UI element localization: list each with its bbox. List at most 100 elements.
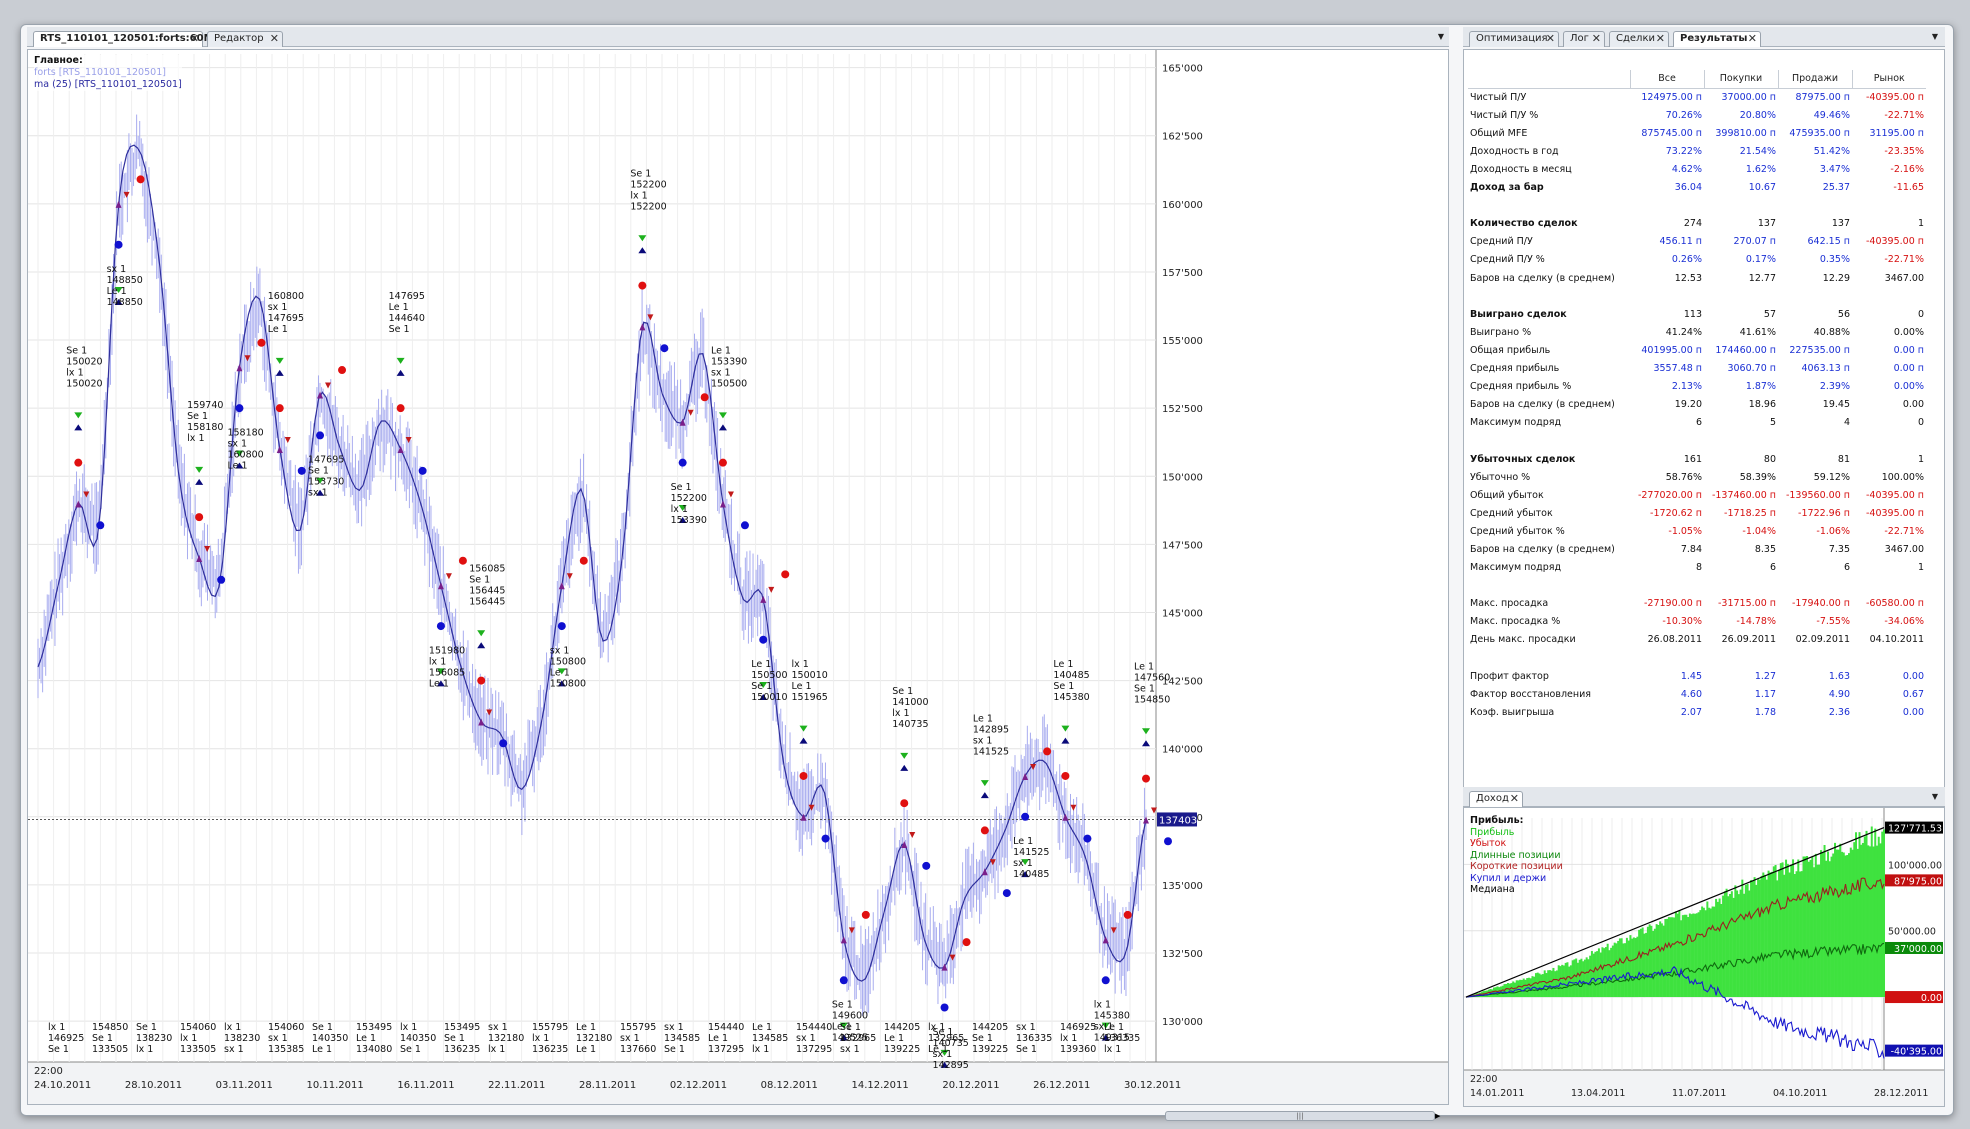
close-icon[interactable]: ✕ [269,32,279,45]
chevron-down-icon[interactable]: ▼ [1437,32,1445,41]
scroll-thumb[interactable]: ||| [1165,1111,1435,1121]
close-icon[interactable]: ✕ [189,32,199,45]
pnl-value-badge [1885,1044,1943,1057]
table-row[interactable]: Средняя прибыль 3557.48 п 3060.70 п 4063.13… [1468,360,1926,378]
column-header[interactable] [1468,70,1630,89]
table-row[interactable]: Выиграно сделок 113 57 56 0 [1468,305,1926,323]
trade-label: Le 1 [973,713,993,724]
table-row[interactable]: Общая прибыль 401995.00 п 174460.00 п 22753… [1468,341,1926,359]
price-chart[interactable]: 165'000 162'500 160'000 157'500 155'000 152'5… [28,50,1448,1104]
table-row[interactable] [1468,577,1926,595]
table-cell: 25.37 [1822,182,1850,194]
column-header[interactable]: Продажи [1777,70,1852,89]
trade-dot [1083,834,1092,843]
table-row[interactable]: Общий убыток -277020.00 п -137460.00 п -139… [1468,486,1926,504]
table-row[interactable]: Средний П/У % 0.26% 0.17% 0.35% -22.71% [1468,251,1926,269]
trade-label: 146925 [1060,1022,1096,1033]
row-label: Выиграно сделок [1470,308,1567,320]
table-cell: -137460.00 п [1711,489,1776,501]
trade-label: 152200 [630,202,666,213]
table-cell: 100.00% [1881,471,1924,483]
price-tick-label: 162'500 [1162,132,1203,143]
trade-label: Le 1 [1013,836,1033,847]
long-exit-arrow [839,1034,848,1041]
trade-label: Se 1 [1016,1044,1037,1055]
close-icon[interactable]: ✕ [1655,32,1665,45]
trade-label: sx 1 [1013,858,1033,869]
pnl-chart-panel[interactable]: 100'000.00 50'000.00 127'771.53 87'975.00 37… [1463,807,1945,1107]
pnl-value-label: 37'000.00 [1894,944,1942,955]
table-cell: -22.71% [1884,254,1924,266]
scroll-right-arrow[interactable]: ▶ [1435,1112,1441,1120]
table-row[interactable]: Средний убыток % -1.05% -1.04% -1.06% -22.71… [1468,522,1926,540]
table-row[interactable]: Профит фактор 1.45 1.27 1.63 0.00 [1468,667,1926,685]
long-entry-arrow [768,586,775,593]
table-row[interactable]: Общий MFE 875745.00 п 399810.00 п 475935.00… [1468,124,1926,142]
table-cell [1778,649,1852,667]
trade-label: 136335 [1104,1033,1140,1044]
column-header[interactable]: Рынок [1851,70,1926,89]
price-tick-label: 157'500 [1162,268,1203,279]
table-cell: 12.53 [1674,272,1702,284]
table-row[interactable]: День макс. просадки 26.08.2011 26.09.2011 0… [1468,631,1926,649]
table-row[interactable]: Коэф. выигрыша 2.07 1.78 2.36 0.00 [1468,703,1926,721]
column-header[interactable]: Покупки [1703,70,1778,89]
tab-log[interactable]: Лог ✕ [1563,31,1605,47]
long-exit-arrow [275,369,284,376]
long-exit-arrow [114,299,123,306]
tab-chart[interactable]: RTS_110101_120501:forts:60M ✕ [33,31,214,47]
table-row[interactable]: Средний П/У 456.11 п 270.07 п 642.15 п -4039… [1468,233,1926,251]
table-row[interactable]: Доходность в год 73.22% 21.54% 51.42% -23.35… [1468,142,1926,160]
table-row[interactable]: Макс. просадка % -10.30% -14.78% -7.55% -34.… [1468,613,1926,631]
tab-results[interactable]: Результаты ✕ [1673,31,1761,47]
table-row[interactable]: Выиграно % 41.24% 41.61% 40.88% 0.00% [1468,323,1926,341]
price-chart-panel[interactable]: 165'000 162'500 160'000 157'500 155'000 152'5… [27,49,1449,1105]
horizontal-scrollbar[interactable]: ||| ▶ [1157,1111,1443,1121]
sell-entry-arrow [1101,1022,1110,1029]
table-row[interactable] [1468,287,1926,305]
tab-income[interactable]: Доход ✕ [1469,791,1523,807]
close-icon[interactable]: ✕ [1545,32,1555,45]
table-row[interactable]: Максимум подряд 6 5 4 0 [1468,414,1926,432]
column-header[interactable]: Все [1629,70,1704,89]
table-row[interactable]: Убыточных сделок 161 80 81 1 [1468,450,1926,468]
table-cell [1704,577,1778,595]
table-row[interactable]: Средняя прибыль % 2.13% 1.87% 2.39% 0.00% [1468,378,1926,396]
table-row[interactable]: Баров на сделку (в среднем) 7.84 8.35 7.35 3… [1468,540,1926,558]
pnl-chart[interactable]: 100'000.00 50'000.00 127'771.53 87'975.00 37… [1464,808,1944,1106]
table-row[interactable]: Количество сделок 274 137 137 1 [1468,215,1926,233]
trade-label: 141000 [892,697,928,708]
table-row[interactable]: Баров на сделку (в среднем) 19.20 18.96 19.… [1468,396,1926,414]
short-exit-arrow [75,500,82,508]
table-row[interactable]: Фактор восстановления 4.60 1.17 4.90 0.67 [1468,685,1926,703]
chevron-down-icon[interactable]: ▼ [1931,32,1939,41]
trade-label: Le 1 [107,286,127,297]
table-row[interactable]: Баров на сделку (в среднем) 12.53 12.77 12.… [1468,269,1926,287]
chevron-down-icon[interactable]: ▼ [1931,792,1939,801]
tab-optimization[interactable]: Оптимизация ✕ [1469,31,1559,47]
table-row[interactable]: Средний убыток -1720.62 п -1718.25 п -1722.… [1468,504,1926,522]
table-row[interactable]: Доходность в месяц 4.62% 1.62% 3.47% -2.16% [1468,160,1926,178]
table-row[interactable]: Чистый П/У % 70.26% 20.80% 49.46% -22.71% [1468,106,1926,124]
table-row[interactable]: Чистый П/У 124975.00 п 37000.00 п 87975.00 … [1468,88,1926,106]
table-row[interactable]: Убыточно % 58.76% 58.39% 59.12% 100.00% [1468,468,1926,486]
table-row[interactable] [1468,432,1926,450]
table-row[interactable]: Доход за бар 36.04 10.67 25.37 -11.65 [1468,179,1926,197]
table-row[interactable]: Максимум подряд 8 6 6 1 [1468,559,1926,577]
table-row[interactable] [1468,649,1926,667]
trade-dot [922,861,931,870]
long-exit-arrow [1021,871,1030,878]
date-tick-label: 02.12.2011 [670,1080,727,1091]
table-cell: 1.62% [1745,164,1776,176]
table-row[interactable] [1468,197,1926,215]
table-cell: 0.00 п [1893,344,1924,356]
table-cell: 26.08.2011 [1647,634,1702,646]
close-icon[interactable]: ✕ [1509,792,1519,805]
table-row[interactable]: Макс. просадка -27190.00 п -31715.00 п -179… [1468,595,1926,613]
close-icon[interactable]: ✕ [1747,32,1757,45]
trade-label: Le 1 [550,667,570,678]
close-icon[interactable]: ✕ [1591,32,1601,45]
tab-trades[interactable]: Сделки ✕ [1609,31,1669,47]
tab-editor[interactable]: Редактор ✕ [207,31,283,47]
pnl-value-label: -40'395.00 [1891,1047,1942,1058]
